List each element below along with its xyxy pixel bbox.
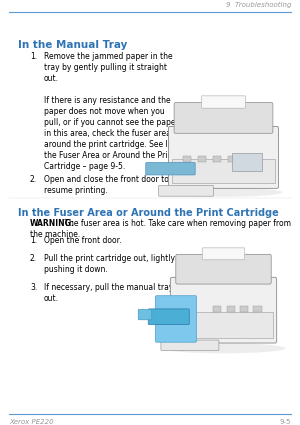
Text: 1.: 1. (30, 52, 37, 61)
FancyBboxPatch shape (155, 296, 196, 342)
Bar (254, 306, 262, 312)
Bar (226, 306, 235, 312)
Text: Remove the jammed paper in the: Remove the jammed paper in the (44, 52, 172, 61)
Bar (213, 156, 221, 162)
Text: Open the front door.: Open the front door. (44, 236, 121, 245)
Text: 3.: 3. (30, 283, 37, 292)
FancyBboxPatch shape (159, 185, 213, 196)
Bar (243, 156, 251, 162)
Text: 1.: 1. (30, 236, 37, 245)
FancyBboxPatch shape (202, 96, 245, 108)
FancyBboxPatch shape (174, 102, 273, 133)
Text: Xerox PE220: Xerox PE220 (9, 419, 54, 425)
Text: Cartridge – page 9-5.: Cartridge – page 9-5. (44, 162, 125, 171)
Text: paper does not move when you: paper does not move when you (44, 107, 164, 116)
Text: pushing it down.: pushing it down. (44, 265, 107, 274)
Bar (174, 312, 273, 338)
Text: Pull the print cartridge out, lightly: Pull the print cartridge out, lightly (44, 254, 175, 263)
Text: out.: out. (44, 74, 59, 83)
FancyBboxPatch shape (161, 340, 219, 351)
Text: resume printing.: resume printing. (44, 186, 107, 195)
Text: 9  Troubleshooting: 9 Troubleshooting (226, 3, 291, 8)
FancyBboxPatch shape (170, 278, 277, 343)
FancyBboxPatch shape (202, 248, 245, 260)
Text: The fuser area is hot. Take care when removing paper from: The fuser area is hot. Take care when re… (61, 219, 290, 228)
Text: out.: out. (44, 294, 59, 303)
FancyBboxPatch shape (148, 309, 189, 325)
FancyBboxPatch shape (176, 254, 271, 284)
Text: pull, or if you cannot see the paper: pull, or if you cannot see the paper (44, 118, 178, 127)
Text: 2.: 2. (30, 254, 37, 263)
FancyBboxPatch shape (138, 309, 152, 320)
Text: If necessary, pull the manual tray: If necessary, pull the manual tray (44, 283, 173, 292)
Text: 2.: 2. (30, 175, 37, 184)
Bar (228, 156, 236, 162)
Bar (213, 306, 221, 312)
Text: tray by gently pulling it straight: tray by gently pulling it straight (44, 63, 166, 72)
FancyBboxPatch shape (146, 163, 195, 175)
Text: the machine.: the machine. (30, 230, 80, 239)
Bar (232, 153, 262, 171)
FancyBboxPatch shape (169, 127, 279, 188)
Bar (183, 156, 191, 162)
Text: Open and close the front door to: Open and close the front door to (44, 175, 168, 184)
Text: around the print cartridge. See In: around the print cartridge. See In (44, 140, 172, 149)
Text: In the Fuser Area or Around the Print Cartridge: In the Fuser Area or Around the Print Ca… (18, 208, 279, 218)
Bar (198, 156, 206, 162)
Text: in this area, check the fuser area: in this area, check the fuser area (44, 129, 170, 138)
Text: If there is any resistance and the: If there is any resistance and the (44, 96, 170, 105)
Ellipse shape (161, 343, 286, 353)
Text: the Fuser Area or Around the Print: the Fuser Area or Around the Print (44, 151, 175, 160)
Bar (172, 159, 275, 183)
Ellipse shape (165, 188, 282, 197)
Text: WARNING:: WARNING: (30, 219, 75, 228)
Text: 9-5: 9-5 (280, 419, 291, 425)
Text: In the Manual Tray: In the Manual Tray (18, 40, 128, 50)
Bar (240, 306, 248, 312)
